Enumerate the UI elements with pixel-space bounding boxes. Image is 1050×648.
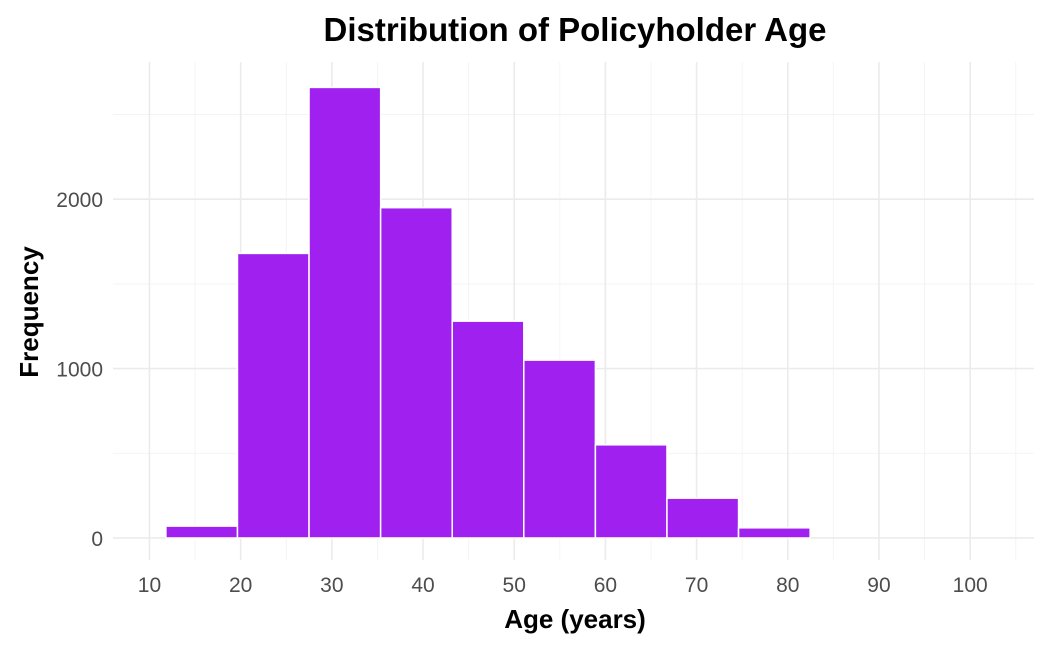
x-tick-label: 10: [138, 574, 161, 597]
histogram-bar: [523, 359, 597, 539]
y-tick-label: 0: [91, 528, 103, 551]
histogram-bar: [308, 86, 382, 539]
y-tick-label: 1000: [56, 359, 103, 382]
y-tick-label: 2000: [56, 189, 103, 212]
histogram-bar: [666, 497, 740, 539]
x-tick-label: 30: [320, 574, 343, 597]
x-tick-label: 50: [503, 574, 526, 597]
x-tick-label: 60: [594, 574, 617, 597]
x-tick-label: 20: [229, 574, 252, 597]
histogram-bar: [594, 444, 668, 539]
x-tick-label: 70: [685, 574, 708, 597]
x-tick-label: 90: [867, 574, 890, 597]
histogram-bar: [165, 525, 239, 539]
y-axis-title: Frequency: [14, 246, 44, 378]
chart-title: Distribution of Policyholder Age: [324, 11, 827, 48]
x-tick-label: 40: [411, 574, 434, 597]
x-axis-title: Age (years): [504, 604, 646, 634]
histogram-bar: [737, 527, 811, 539]
x-tick-labels: 10 20 30 40 50 60 70 80 90 100: [138, 574, 988, 597]
bars: [165, 86, 811, 539]
y-tick-labels: 0 1000 2000: [56, 189, 103, 551]
histogram-bar: [451, 320, 525, 539]
x-tick-label: 80: [776, 574, 799, 597]
histogram-bar: [236, 252, 310, 539]
x-tick-label: 100: [953, 574, 988, 597]
histogram-bar: [379, 206, 453, 539]
